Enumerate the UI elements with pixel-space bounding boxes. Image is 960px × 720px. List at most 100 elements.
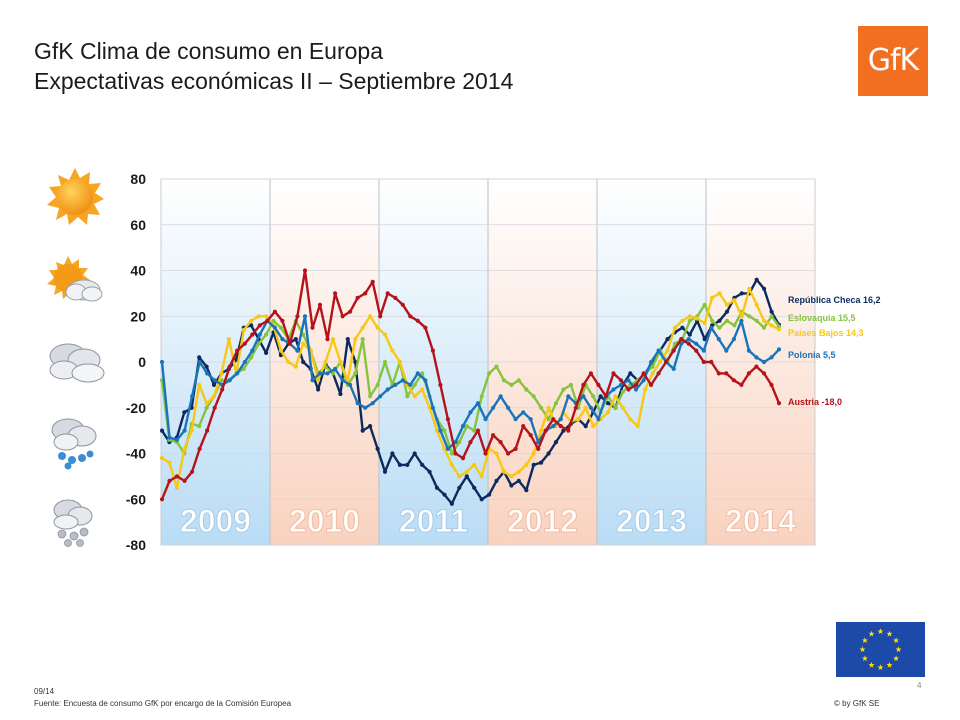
data-point bbox=[301, 341, 306, 346]
data-point bbox=[368, 424, 373, 429]
data-point bbox=[732, 323, 737, 328]
eu-star bbox=[886, 630, 893, 637]
data-point bbox=[226, 337, 231, 342]
data-point bbox=[338, 359, 343, 365]
data-point bbox=[249, 323, 254, 328]
data-point bbox=[762, 286, 767, 291]
data-point bbox=[686, 341, 691, 346]
data-point bbox=[397, 359, 402, 365]
data-point bbox=[159, 497, 165, 502]
data-point bbox=[317, 371, 323, 376]
data-point bbox=[573, 405, 578, 410]
data-point bbox=[536, 440, 541, 445]
data-point bbox=[301, 359, 306, 365]
data-point bbox=[509, 483, 514, 488]
data-point bbox=[566, 428, 571, 433]
data-point bbox=[524, 488, 529, 493]
eu-star bbox=[877, 628, 884, 635]
data-point bbox=[561, 387, 566, 392]
eu-flag-icon bbox=[836, 622, 925, 677]
data-point bbox=[204, 364, 209, 369]
data-point bbox=[558, 424, 563, 429]
data-point bbox=[479, 394, 484, 399]
data-point bbox=[761, 371, 767, 376]
data-point bbox=[460, 424, 466, 429]
data-point bbox=[415, 371, 420, 376]
data-point bbox=[509, 474, 514, 479]
footer-date: 09/14 bbox=[34, 687, 55, 696]
data-point bbox=[382, 332, 388, 337]
data-point bbox=[400, 302, 405, 307]
data-point bbox=[468, 410, 473, 415]
data-point bbox=[427, 469, 432, 474]
data-point bbox=[159, 428, 165, 433]
data-point bbox=[695, 316, 700, 321]
data-point bbox=[628, 417, 633, 422]
data-point bbox=[385, 291, 390, 296]
data-point bbox=[702, 302, 707, 307]
data-point bbox=[159, 359, 165, 365]
footer-source: Fuente: Encuesta de consumo GfK por enca… bbox=[34, 699, 292, 708]
data-point bbox=[694, 341, 699, 346]
data-point bbox=[509, 382, 514, 387]
y-tick-label: 60 bbox=[130, 217, 146, 233]
data-point bbox=[182, 446, 187, 451]
data-point bbox=[159, 456, 165, 461]
data-point bbox=[558, 417, 563, 422]
data-point bbox=[457, 485, 462, 490]
data-point bbox=[472, 462, 477, 467]
data-point bbox=[423, 378, 428, 383]
data-point bbox=[776, 401, 782, 406]
data-point bbox=[256, 314, 261, 319]
data-point bbox=[731, 337, 737, 342]
data-point bbox=[576, 417, 581, 422]
series-label: Austria -18,0 bbox=[788, 397, 842, 407]
data-point bbox=[628, 371, 633, 376]
data-point bbox=[754, 364, 759, 369]
data-point bbox=[739, 291, 744, 296]
data-point bbox=[390, 348, 395, 353]
data-point bbox=[581, 394, 586, 399]
data-point bbox=[620, 389, 626, 394]
data-point bbox=[618, 378, 624, 383]
data-point bbox=[348, 382, 353, 387]
y-axis-ticks: 80 60 40 20 0 -20 -40 -60 -80 bbox=[126, 171, 146, 553]
data-point bbox=[643, 387, 648, 392]
year-band-label: 2009 bbox=[180, 503, 251, 539]
data-point bbox=[340, 314, 345, 319]
data-point bbox=[516, 469, 521, 474]
data-point bbox=[249, 355, 254, 360]
data-point bbox=[310, 325, 315, 330]
data-point bbox=[264, 350, 269, 355]
y-tick-label: 40 bbox=[130, 263, 146, 279]
gfk-logo: GfK bbox=[858, 26, 928, 96]
data-point bbox=[566, 394, 571, 399]
data-point bbox=[709, 359, 714, 365]
data-point bbox=[650, 371, 655, 376]
data-point bbox=[487, 371, 492, 376]
data-point bbox=[650, 364, 655, 369]
data-point bbox=[506, 405, 511, 410]
data-point bbox=[649, 359, 654, 365]
data-point bbox=[453, 440, 458, 445]
data-point bbox=[702, 321, 707, 326]
data-point bbox=[241, 327, 246, 333]
data-point bbox=[197, 382, 202, 387]
data-point bbox=[702, 337, 707, 342]
data-point bbox=[513, 446, 518, 451]
data-point bbox=[227, 378, 232, 383]
data-point bbox=[405, 462, 410, 467]
data-point bbox=[397, 462, 402, 467]
sun-cloud-icon bbox=[47, 256, 103, 302]
data-point bbox=[531, 394, 536, 399]
data-point bbox=[250, 332, 255, 337]
data-point bbox=[626, 378, 631, 383]
data-point bbox=[257, 323, 262, 328]
data-point bbox=[754, 355, 759, 360]
data-point bbox=[769, 309, 774, 314]
data-point bbox=[286, 359, 291, 365]
data-point bbox=[754, 277, 759, 282]
year-band-label: 2014 bbox=[725, 503, 796, 539]
data-point bbox=[434, 485, 440, 490]
data-point bbox=[746, 371, 752, 376]
